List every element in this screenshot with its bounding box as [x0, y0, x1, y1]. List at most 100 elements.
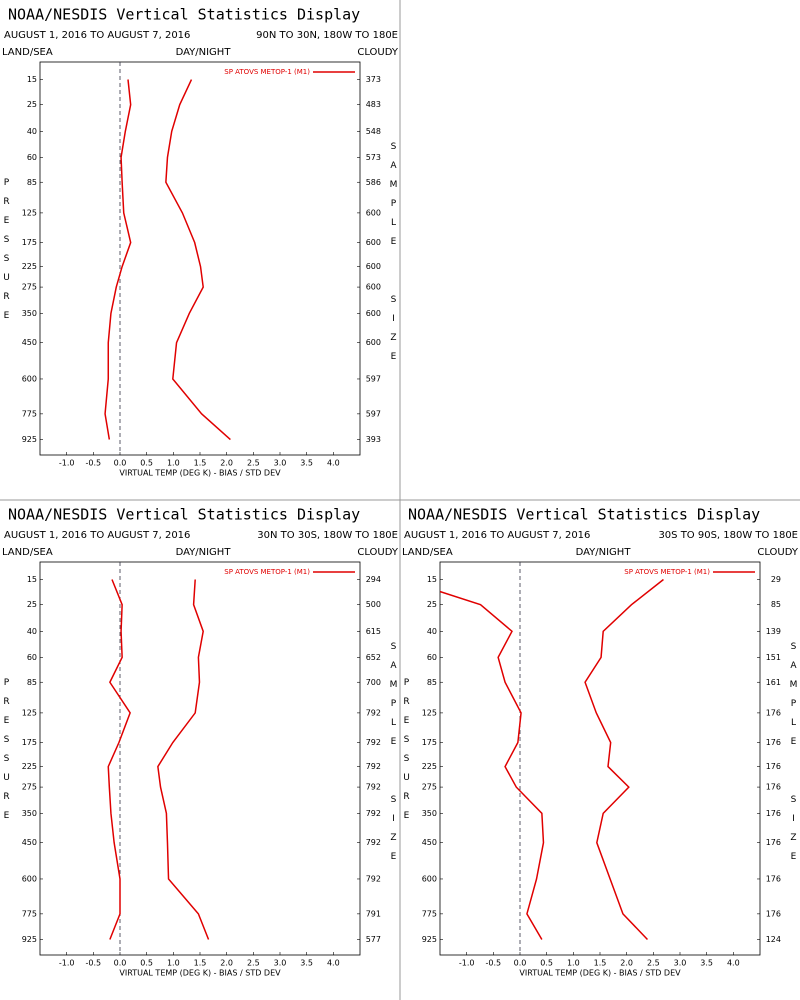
y-tick-label: 60	[27, 653, 37, 662]
sample-size: 652	[366, 653, 381, 662]
sample-size: 600	[366, 309, 381, 318]
y-tick-label: 225	[22, 762, 37, 771]
y-tick-label: 275	[22, 783, 37, 792]
region: 30S TO 90S, 180W TO 180E	[658, 530, 798, 541]
y-tick-label: 600	[22, 874, 37, 883]
x-tick-label: 1.0	[567, 959, 580, 968]
region: 30N TO 30S, 180W TO 180E	[257, 530, 398, 541]
x-tick-label: -0.5	[86, 459, 102, 468]
sample-size: 792	[366, 762, 381, 771]
y2-axis-label: SAMPLE SIZE	[789, 642, 799, 871]
x-tick-label: 3.5	[300, 459, 313, 468]
y-tick-label: 25	[27, 100, 37, 109]
sample-size: 176	[766, 809, 781, 818]
sample-size: 791	[366, 909, 381, 918]
y-tick-label: 175	[422, 738, 437, 747]
y-tick-label: 40	[27, 627, 37, 636]
top-label: CLOUDY	[357, 547, 399, 558]
y-tick-label: 275	[422, 783, 437, 792]
y-tick-label: 85	[27, 178, 37, 187]
x-tick-label: 1.5	[194, 459, 207, 468]
region: 90N TO 30N, 180W TO 180E	[256, 30, 398, 41]
y-tick-label: 60	[427, 653, 437, 662]
x-tick-label: 3.0	[674, 959, 687, 968]
x-tick-label: 4.0	[327, 459, 340, 468]
x-tick-label: 0.5	[540, 959, 553, 968]
sample-size: 600	[366, 262, 381, 271]
x-tick-label: 4.0	[327, 959, 340, 968]
sample-size: 500	[366, 600, 381, 609]
sample-size: 176	[766, 874, 781, 883]
sample-size: 483	[366, 100, 381, 109]
x-tick-label: 0.5	[140, 959, 153, 968]
x-tick-label: 2.0	[220, 459, 233, 468]
chart-title: NOAA/NESDIS Vertical Statistics Display	[408, 506, 760, 524]
chart-title: NOAA/NESDIS Vertical Statistics Display	[8, 506, 360, 524]
sample-size: 597	[366, 374, 381, 383]
y2-axis-label: SAMPLE SIZE	[389, 142, 399, 371]
x-tick-label: 0.5	[140, 459, 153, 468]
y-axis-label: PRESSURE	[2, 178, 12, 330]
y-tick-label: 775	[422, 909, 437, 918]
x-tick-label: 3.5	[300, 959, 313, 968]
sample-size: 176	[766, 738, 781, 747]
top-label: DAY/NIGHT	[576, 547, 632, 558]
sample-size: 597	[366, 409, 381, 418]
y-tick-label: 350	[22, 309, 37, 318]
sample-size: 161	[766, 678, 781, 687]
sample-size: 792	[366, 708, 381, 717]
sample-size: 176	[766, 838, 781, 847]
top-label: DAY/NIGHT	[176, 547, 232, 558]
line-bias	[107, 579, 131, 940]
y-tick-label: 350	[422, 809, 437, 818]
sample-size: 600	[366, 338, 381, 347]
y-tick-label: 15	[27, 575, 37, 584]
line-bias	[104, 79, 132, 440]
top-label: LAND/SEA	[2, 47, 53, 58]
sample-size: 792	[366, 874, 381, 883]
x-tick-label: 2.5	[247, 959, 260, 968]
top-label: CLOUDY	[757, 547, 799, 558]
y-tick-label: 175	[22, 238, 37, 247]
sample-size: 176	[766, 783, 781, 792]
y-tick-label: 40	[27, 127, 37, 136]
x-tick-label: 2.5	[247, 459, 260, 468]
x-tick-label: 0.0	[114, 959, 127, 968]
y-tick-label: 85	[27, 678, 37, 687]
x-tick-label: 3.5	[700, 959, 713, 968]
y-tick-label: 925	[22, 435, 37, 444]
y-tick-label: 225	[22, 262, 37, 271]
y-tick-label: 600	[422, 874, 437, 883]
y2-axis-label: SAMPLE SIZE	[389, 642, 399, 871]
sample-size: 792	[366, 809, 381, 818]
x-tick-label: 4.0	[727, 959, 740, 968]
y-tick-label: 350	[22, 809, 37, 818]
sample-size: 615	[366, 627, 381, 636]
y-tick-label: 15	[427, 575, 437, 584]
y-tick-label: 925	[22, 935, 37, 944]
x-axis-label: VIRTUAL TEMP (DEG K) - BIAS / STD DEV	[119, 969, 281, 978]
sample-size: 373	[366, 75, 381, 84]
y-tick-label: 175	[22, 738, 37, 747]
x-tick-label: 2.0	[620, 959, 633, 968]
y-axis-label: PRESSURE	[2, 678, 12, 830]
x-tick-label: 1.0	[167, 959, 180, 968]
series-lines	[107, 579, 210, 940]
y-tick-label: 25	[427, 600, 437, 609]
x-tick-label: 1.5	[194, 959, 207, 968]
line-std-dev	[584, 578, 664, 941]
y-tick-label: 275	[22, 283, 37, 292]
series-lines	[440, 578, 664, 941]
x-tick-label: -1.0	[59, 959, 75, 968]
y-axis-label: PRESSURE	[402, 678, 412, 830]
sample-size: 176	[766, 762, 781, 771]
top-label: LAND/SEA	[2, 547, 53, 558]
sample-size: 573	[366, 153, 381, 162]
x-tick-label: 1.0	[167, 459, 180, 468]
sample-size: 151	[766, 653, 781, 662]
sample-size: 85	[771, 600, 781, 609]
y-tick-label: 125	[422, 708, 437, 717]
x-tick-label: 0.0	[514, 959, 527, 968]
y-tick-label: 600	[22, 374, 37, 383]
sample-size: 600	[366, 238, 381, 247]
